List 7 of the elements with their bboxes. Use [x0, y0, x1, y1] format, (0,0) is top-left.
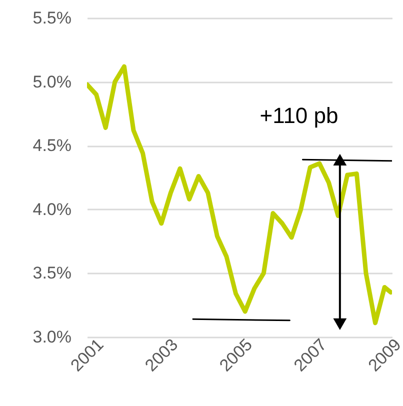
y-tick-label: 5.5%	[32, 8, 72, 28]
y-tick-label: 3.0%	[32, 328, 72, 346]
y-tick-label: 4.0%	[32, 200, 72, 219]
annotation: +110 pb	[260, 103, 338, 128]
y-tick-label: 5.0%	[32, 72, 72, 92]
y-tick-label: 4.5%	[32, 136, 72, 156]
y-tick-label: 3.5%	[32, 264, 72, 283]
